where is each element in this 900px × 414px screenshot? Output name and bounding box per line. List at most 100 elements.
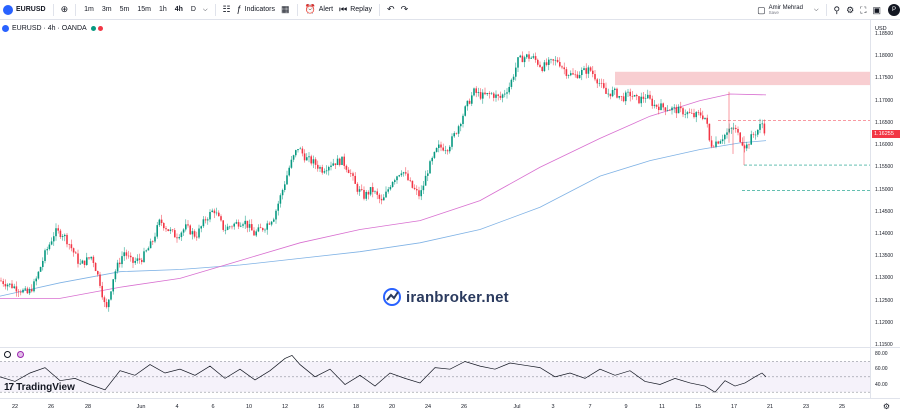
candle-body <box>548 59 550 65</box>
publish-button[interactable]: P <box>888 4 900 16</box>
tradingview-logo-icon: 17 <box>4 382 14 393</box>
candle-body <box>532 56 535 58</box>
candle-body <box>387 189 389 192</box>
candle-body <box>545 62 548 65</box>
snapshot-button[interactable]: ▣ <box>869 0 884 20</box>
candle-body <box>671 107 673 111</box>
price-tick-label: 1.13000 <box>875 275 894 282</box>
candle-body <box>394 180 396 183</box>
candle-body <box>310 156 312 164</box>
compare-button[interactable]: ⊕ <box>58 0 72 20</box>
candle-body <box>704 117 706 119</box>
candle-body <box>213 210 216 214</box>
candle-body <box>486 93 488 95</box>
timeframe-dropdown[interactable]: ⌵ <box>200 0 211 20</box>
candle-body <box>323 171 326 173</box>
tradingview-logo[interactable]: 17 TradingView <box>4 382 75 393</box>
candle-body <box>37 271 40 279</box>
candle-body <box>319 167 321 169</box>
candle-body <box>732 127 735 129</box>
candle-body <box>46 249 48 251</box>
settings-button[interactable]: ⚙ <box>843 0 857 20</box>
indicators-button[interactable]: ƒ Indicators <box>234 0 278 20</box>
timeframe-4h[interactable]: 4h <box>174 6 183 13</box>
candle-body <box>497 94 499 96</box>
price-axis[interactable]: USD 1.18500 1.18000 1.17500 1.17000 1.16500 1… <box>870 20 900 398</box>
symbol-search[interactable]: EURUSD <box>0 0 49 20</box>
layout-button[interactable]: ▢ <box>754 0 769 20</box>
candle-body <box>739 132 741 143</box>
candle-body <box>754 134 757 136</box>
legend-title[interactable]: EURUSD · 4h · OANDA <box>12 24 87 32</box>
candle-body <box>746 144 748 149</box>
candle-body <box>702 115 704 119</box>
redo-button[interactable]: ↷ <box>398 0 412 20</box>
alert-button[interactable]: ⏰ Alert <box>302 0 337 20</box>
timeframe-1m[interactable]: 1m <box>84 6 94 13</box>
candle-body <box>592 70 594 75</box>
candle-body <box>752 134 755 135</box>
indicator-icon[interactable] <box>17 351 24 358</box>
time-tick-label: 22 <box>11 404 19 410</box>
timeframe-1h[interactable]: 1h <box>158 6 167 13</box>
price-tick-label: 1.14000 <box>875 230 894 237</box>
candle-body <box>22 289 24 293</box>
timeframe-D[interactable]: D <box>190 6 196 13</box>
candle-body <box>121 256 123 265</box>
oscillator-chart[interactable] <box>0 348 870 398</box>
candle-body <box>627 91 629 93</box>
candle-body <box>411 180 414 188</box>
candle-body <box>367 191 370 195</box>
candle-body <box>119 262 121 265</box>
price-chart[interactable] <box>0 20 870 347</box>
candle-body <box>675 107 678 114</box>
candle-body <box>422 185 425 191</box>
undo-button[interactable]: ↶ <box>384 0 398 20</box>
candle-body <box>688 112 691 113</box>
candle-body <box>633 95 636 97</box>
candle-body <box>649 94 651 99</box>
candle-body <box>427 173 429 176</box>
resistance-zone <box>615 71 870 86</box>
oscillator-tick-label: 40.00 <box>875 381 888 388</box>
candle-body <box>440 144 442 148</box>
time-tick-label: Jul <box>513 404 521 410</box>
templates-button[interactable]: ▦ <box>278 0 293 20</box>
time-tick-label: 23 <box>802 404 810 410</box>
candle-body <box>347 169 350 174</box>
candle-body <box>259 227 262 229</box>
candle-body <box>218 212 220 217</box>
candle-body <box>708 123 711 141</box>
chart-type-button[interactable]: ☷ <box>220 0 234 20</box>
price-tick-label: 1.15000 <box>875 186 894 193</box>
candles-icon: ☷ <box>222 4 231 14</box>
candle-body <box>86 257 88 265</box>
candle-body <box>55 228 57 237</box>
candle-body <box>616 88 618 98</box>
fullscreen-button[interactable]: ⛶ <box>857 0 869 20</box>
time-axis[interactable]: 22 26 28 Jun 4 6 10 12 16 18 20 24 26 Jul 3 7 9 11 15 17 21 2… <box>0 398 900 414</box>
iranbroker-logo-icon <box>383 288 401 306</box>
timeframe-3m[interactable]: 3m <box>101 6 112 13</box>
layout-menu-button[interactable]: ⌵ <box>811 0 822 20</box>
candle-body <box>585 68 587 74</box>
candle-body <box>253 230 255 236</box>
pane-separator[interactable] <box>0 347 900 348</box>
candle-body <box>493 93 495 98</box>
candle-body <box>660 103 662 111</box>
layout-name[interactable]: Amir Mehrad Save <box>769 5 803 16</box>
timeframe-5m[interactable]: 5m <box>119 6 130 13</box>
eye-icon[interactable] <box>4 351 11 358</box>
candle-body <box>521 55 524 63</box>
gear-icon[interactable]: ⚙ <box>882 402 890 411</box>
candle-body <box>587 67 590 74</box>
quick-search-button[interactable]: ⚲ <box>831 0 844 20</box>
candle-body <box>154 236 156 242</box>
candle-body <box>90 256 92 259</box>
candle-body <box>611 89 614 97</box>
candle-body <box>501 94 504 98</box>
replay-button[interactable]: ⏮ Replay <box>336 0 375 20</box>
candle-body <box>471 95 473 104</box>
timeframe-15m[interactable]: 15m <box>137 6 151 13</box>
candle-body <box>614 88 616 90</box>
